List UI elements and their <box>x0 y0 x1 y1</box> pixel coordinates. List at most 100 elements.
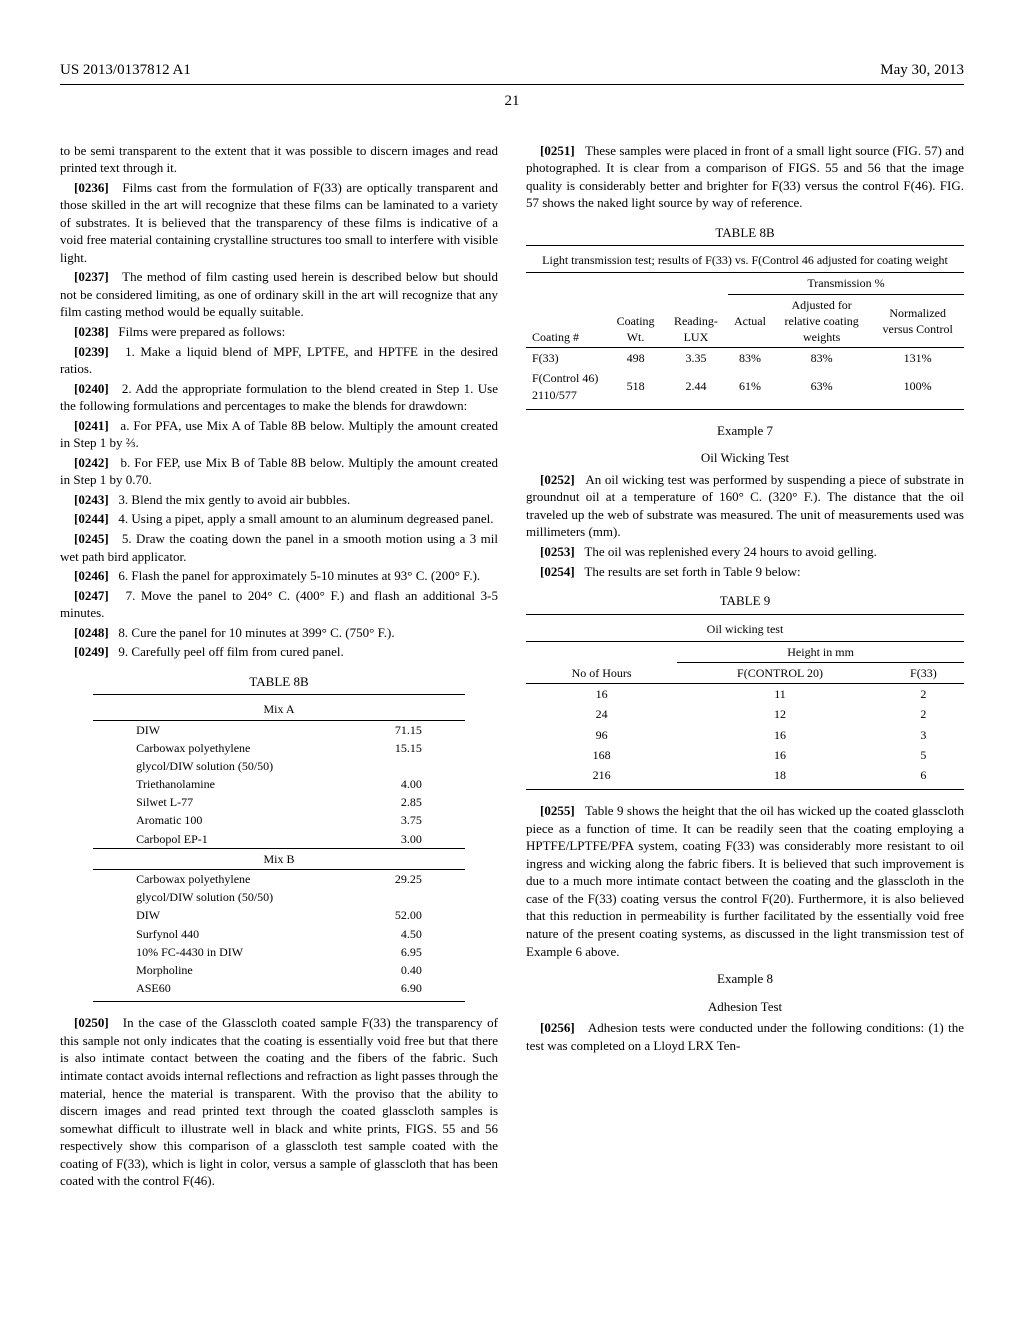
cell: DIW <box>130 721 366 739</box>
para-num: [0256] <box>540 1020 575 1035</box>
paragraph: [0252] An oil wicking test was performed… <box>526 471 964 541</box>
cell: 15.15 <box>366 739 428 757</box>
para-num: [0250] <box>74 1015 109 1030</box>
paragraph: [0244] 4. Using a pipet, apply a small a… <box>60 510 498 528</box>
table-row: ASE606.90 <box>130 979 428 997</box>
para-num: [0248] <box>74 625 109 640</box>
mix-a-label: Mix A <box>93 699 465 720</box>
cell: 83% <box>772 348 871 369</box>
cell: 6.90 <box>366 979 428 997</box>
trans-label: Transmission % <box>807 276 884 290</box>
table-row: F(Control 46) 2110/5775182.4461%63%100% <box>526 368 964 404</box>
table-9-caption: Oil wicking test <box>526 619 964 642</box>
cell: Carbowax polyethylene <box>130 739 366 757</box>
para-body: 1. Make a liquid blend of MPF, LPTFE, an… <box>60 344 498 377</box>
cell: 6 <box>883 765 964 785</box>
paragraph: [0239] 1. Make a liquid blend of MPF, LP… <box>60 343 498 378</box>
table-row: Silwet L-772.85 <box>130 793 428 811</box>
table-9-title: TABLE 9 <box>526 592 964 610</box>
table-8b-trans-data: Coating # Coating Wt. Reading-LUX Transm… <box>526 273 964 404</box>
paragraph: [0248] 8. Cure the panel for 10 minutes … <box>60 624 498 642</box>
cell: 18 <box>677 765 883 785</box>
table-row: Morpholine0.40 <box>130 961 428 979</box>
col-group-header: Height in mm <box>677 642 964 663</box>
cell: Morpholine <box>130 961 366 979</box>
para-body: Films cast from the formulation of F(33)… <box>60 180 498 265</box>
cell: 216 <box>526 765 677 785</box>
para-body: 5. Draw the coating down the panel in a … <box>60 531 498 564</box>
paragraph: [0255] Table 9 shows the height that the… <box>526 802 964 960</box>
cell: glycol/DIW solution (50/50) <box>130 757 366 775</box>
table-row: Surfynol 4404.50 <box>130 925 428 943</box>
cell <box>366 757 428 775</box>
example-8-label: Example 8 <box>526 970 964 988</box>
col-group-header: Transmission % <box>728 273 964 294</box>
example-7-title: Oil Wicking Test <box>526 449 964 467</box>
cell: 0.40 <box>366 961 428 979</box>
col-header: Normalized versus Control <box>871 294 964 348</box>
col-header: Coating Wt. <box>607 273 664 347</box>
table-row: 10% FC-4430 in DIW6.95 <box>130 943 428 961</box>
cell: 83% <box>728 348 772 369</box>
cell: F(Control 46) 2110/577 <box>526 368 607 404</box>
cell: 11 <box>677 684 883 705</box>
para-body: 2. Add the appropriate formulation to th… <box>60 381 498 414</box>
paragraph: [0241] a. For PFA, use Mix A of Table 8B… <box>60 417 498 452</box>
publication-date: May 30, 2013 <box>880 60 964 80</box>
para-num: [0252] <box>540 472 575 487</box>
cell: 24 <box>526 704 677 724</box>
table-row: 24122 <box>526 704 964 724</box>
paragraph: [0251] These samples were placed in fron… <box>526 142 964 212</box>
para-num: [0245] <box>74 531 109 546</box>
cell: 3.75 <box>366 811 428 829</box>
paragraph: [0246] 6. Flash the panel for approximat… <box>60 567 498 585</box>
table-8b-transmission: Light transmission test; results of F(33… <box>526 245 964 410</box>
patent-number: US 2013/0137812 A1 <box>60 60 191 80</box>
para-body: The results are set forth in Table 9 bel… <box>584 564 800 579</box>
para-body: Table 9 shows the height that the oil ha… <box>526 803 964 958</box>
para-body: 8. Cure the panel for 10 minutes at 399°… <box>118 625 394 640</box>
para-body: Adhesion tests were conducted under the … <box>526 1020 964 1053</box>
cell: 12 <box>677 704 883 724</box>
para-body: An oil wicking test was performed by sus… <box>526 472 964 540</box>
para-num: [0238] <box>74 324 109 339</box>
cell: ASE60 <box>130 979 366 997</box>
cell: Carbowax polyethylene <box>130 870 366 888</box>
body-text: to be semi transparent to the extent tha… <box>60 142 498 177</box>
table-row: glycol/DIW solution (50/50) <box>130 757 428 775</box>
cell: 3.35 <box>664 348 728 369</box>
cell: 3 <box>883 725 964 745</box>
col-header: Actual <box>728 294 772 348</box>
two-column-layout: to be semi transparent to the extent tha… <box>60 142 964 1192</box>
table-8b-caption: Light transmission test; results of F(33… <box>526 250 964 273</box>
cell: 10% FC-4430 in DIW <box>130 943 366 961</box>
paragraph: [0237] The method of film casting used h… <box>60 268 498 321</box>
table-8b-mix-title: TABLE 8B <box>60 673 498 691</box>
cell: 16 <box>677 745 883 765</box>
cell: 100% <box>871 368 964 404</box>
para-num: [0243] <box>74 492 109 507</box>
cell: Aromatic 100 <box>130 811 366 829</box>
right-column: [0251] These samples were placed in fron… <box>526 142 964 1192</box>
cell: 2.85 <box>366 793 428 811</box>
para-body: 9. Carefully peel off film from cured pa… <box>118 644 343 659</box>
para-num: [0239] <box>74 344 109 359</box>
para-num: [0246] <box>74 568 109 583</box>
cell: 498 <box>607 348 664 369</box>
paragraph: [0249] 9. Carefully peel off film from c… <box>60 643 498 661</box>
paragraph: [0256] Adhesion tests were conducted und… <box>526 1019 964 1054</box>
table-row: DIW71.15 <box>130 721 428 739</box>
table-row: Carbowax polyethylene29.25 <box>130 870 428 888</box>
para-body: 7. Move the panel to 204° C. (400° F.) a… <box>60 588 498 621</box>
cell: 71.15 <box>366 721 428 739</box>
cell: 4.50 <box>366 925 428 943</box>
page-header: US 2013/0137812 A1 May 30, 2013 <box>60 60 964 85</box>
col-header: Reading-LUX <box>664 273 728 347</box>
para-num: [0244] <box>74 511 109 526</box>
paragraph: [0236] Films cast from the formulation o… <box>60 179 498 267</box>
cell: Carbopol EP-1 <box>130 830 366 848</box>
para-num: [0236] <box>74 180 109 195</box>
para-num: [0247] <box>74 588 109 603</box>
cell: F(33) <box>526 348 607 369</box>
para-body: The oil was replenished every 24 hours t… <box>584 544 876 559</box>
